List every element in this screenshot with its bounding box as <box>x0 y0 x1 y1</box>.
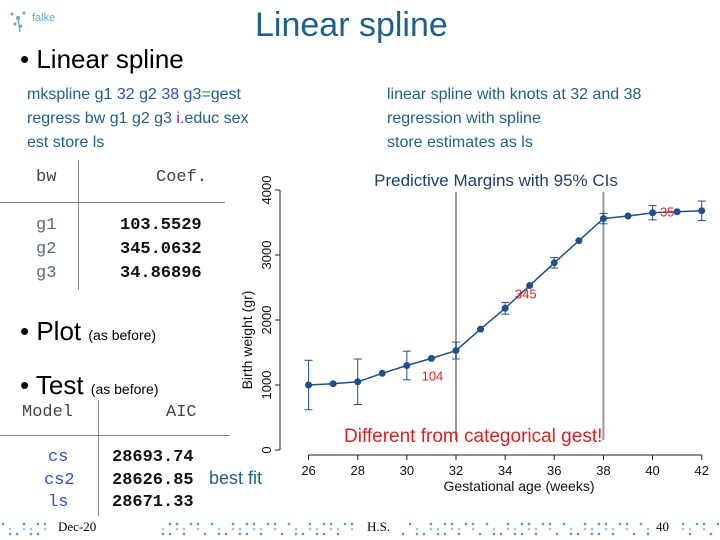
data-point <box>427 354 435 362</box>
y-tick-label: 3000 <box>259 241 274 270</box>
y-tick-label: 0 <box>259 446 274 453</box>
footer-page-number: 40 <box>656 519 669 534</box>
best-fit-label: best fit <box>206 468 286 494</box>
x-tick-label: 28 <box>350 463 364 478</box>
x-axis-label: Gestational age (weeks) <box>444 478 595 494</box>
data-point <box>673 208 681 216</box>
data-point <box>452 347 460 355</box>
data-point <box>698 207 706 215</box>
data-point <box>378 369 386 377</box>
falke-logo-icon <box>10 11 26 33</box>
chart-title: Predictive Margins with 95% CIs <box>374 171 618 190</box>
coef-row-value: 34.86896 <box>120 264 202 283</box>
coef-row-value: 345.0632 <box>120 240 202 259</box>
bullet-linear-spline: • Linear spline <box>20 44 184 74</box>
x-tick-label: 32 <box>449 463 463 478</box>
data-point <box>354 378 362 386</box>
command-line-2: regress bw g1 g2 g3 i.educ sex <box>27 110 249 127</box>
coef-row-label: g1 <box>36 216 57 235</box>
description-line-1: linear spline with knots at 32 and 38 <box>387 86 642 103</box>
predictive-margins-chart: Predictive Margins with 95% CIs 0 1000 2000… <box>226 154 720 516</box>
command-descriptions: linear spline with knots at 32 and 38 re… <box>387 83 641 155</box>
data-point <box>501 304 509 312</box>
y-tick-label: 4000 <box>259 176 274 205</box>
aic-col-header-model: Model <box>22 403 74 422</box>
chart-annotation: 35 <box>660 205 674 220</box>
command-line-1: mkspline g1 32 g2 38 g3=gest <box>27 86 241 103</box>
bullet-plot: • Plot (as before) <box>20 316 157 346</box>
footer-date: Dec-20 <box>58 519 97 534</box>
aic-row-value: 28693.74 <box>112 448 194 467</box>
x-tick-label: 36 <box>547 463 561 478</box>
x-tick-label: 38 <box>596 463 610 478</box>
table-divider-vertical <box>78 160 79 290</box>
coef-col-header-bw: bw <box>36 168 57 187</box>
chart-annotation: 104 <box>422 368 444 383</box>
aic-table: Model AIC cs 28693.74 cs2 28626.85 ls 28… <box>0 400 230 518</box>
table-divider-horizontal <box>0 202 225 203</box>
footer-author: H.S. <box>367 519 391 534</box>
data-point <box>550 259 558 267</box>
aic-row-label: cs2 <box>44 471 75 490</box>
x-tick-label: 40 <box>645 463 659 478</box>
data-point <box>624 212 632 220</box>
x-tick-label: 42 <box>694 463 708 478</box>
x-tick-label: 34 <box>498 463 512 478</box>
bullet-test: • Test (as before) <box>20 370 159 400</box>
coef-row-label: g2 <box>36 240 57 259</box>
data-point <box>526 282 534 290</box>
y-tick-label: 2000 <box>259 306 274 335</box>
description-line-3: store estimates as ls <box>387 134 533 151</box>
coef-row-label: g3 <box>36 264 57 283</box>
aic-row-label: cs <box>48 448 69 467</box>
footer-dots-decoration <box>1 522 720 536</box>
chart-note: Different from categorical gest! <box>344 426 602 447</box>
logo-text: falke <box>32 12 56 24</box>
aic-col-header-aic: AIC <box>166 403 197 422</box>
data-point <box>477 325 485 333</box>
y-axis-label: Birth weight (gr) <box>239 291 255 390</box>
stata-commands: mkspline g1 32 g2 38 g3=gest regress bw … <box>27 83 248 155</box>
table-divider-horizontal <box>0 435 230 436</box>
title-bold: Linear <box>255 6 350 44</box>
coef-table: bw Coef. g1 103.5529 g2 345.0632 g3 34.8… <box>0 160 225 295</box>
table-divider-vertical <box>98 400 99 516</box>
y-tick-label: 1000 <box>259 371 274 400</box>
data-point <box>575 237 583 245</box>
coef-col-header-coef: Coef. <box>156 168 208 187</box>
data-point <box>599 215 607 223</box>
data-point <box>329 380 337 388</box>
x-tick-label: 30 <box>400 463 414 478</box>
x-tick-label: 26 <box>301 463 315 478</box>
coef-row-value: 103.5529 <box>120 216 202 235</box>
title-light: spline <box>349 6 448 44</box>
slide-title: Linear spline <box>255 6 448 45</box>
chart-annotation: 345 <box>515 287 537 302</box>
description-line-2: regression with spline <box>387 110 541 127</box>
data-point <box>649 209 657 217</box>
data-point <box>305 381 313 389</box>
aic-row-label: ls <box>48 493 69 512</box>
command-line-3: est store ls <box>27 134 105 151</box>
aic-row-value: 28671.33 <box>112 493 194 512</box>
aic-row-value: 28626.85 <box>112 471 194 490</box>
data-point <box>403 362 411 369</box>
